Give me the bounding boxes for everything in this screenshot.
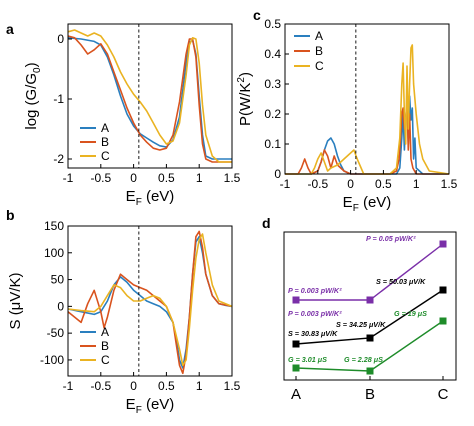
y-axis-label: P(W/K2): [236, 72, 254, 126]
y-tick-label: -1: [53, 92, 64, 106]
y-tick-label: 0: [57, 32, 64, 46]
panel-label-b: b: [6, 207, 15, 223]
panel-label-a: a: [6, 21, 14, 37]
data-label-G: G = 3.01 μS: [288, 355, 327, 364]
x-tick-label: 0.5: [375, 177, 392, 191]
x-tick-label: 1: [196, 171, 203, 185]
x-axis-label: EF (eV): [126, 396, 175, 416]
legend-label-A: A: [315, 29, 323, 43]
y-tick-label: 0.3: [264, 77, 281, 91]
series-B-line: [67, 230, 233, 375]
series-P-marker: [366, 296, 374, 304]
legend-label-C: C: [315, 59, 324, 73]
series-A-line: [285, 95, 449, 175]
x-tick-label: 0: [130, 379, 137, 393]
legend-label-B: B: [101, 135, 109, 149]
data-label-G: G = 2.28 μS: [344, 355, 383, 364]
panel-label-c: c: [253, 7, 261, 23]
series-S-marker: [292, 340, 300, 348]
x-tick-label: -0.5: [90, 379, 111, 393]
data-label-P: P = 0.003 pW/K²: [288, 309, 342, 318]
x-tick-label: -0.5: [90, 171, 111, 185]
data-label-P: P = 0.003 pW/K²: [288, 286, 342, 295]
plot-frame: [284, 23, 450, 175]
series-B-line: [67, 35, 232, 163]
x-tick-label: -0.5: [307, 177, 328, 191]
series-P-marker: [439, 240, 447, 248]
panel-a-chart: -1 -0.5 0 0.5 1 1.5 0 -1 -2 EF (eV) log (G/G0) ABC: [23, 23, 241, 208]
panel-c-chart: -1 -0.5 0 0.5 1 1.5 0 0.1 0.2 0.3 0.4 0.5 EF (eV) P(W…: [236, 17, 458, 214]
data-label-S: S = 34.25 μV/K: [336, 320, 386, 329]
x-tick-label: 1.5: [441, 177, 458, 191]
series-A-line: [67, 235, 233, 369]
x-tick-label: -1: [280, 177, 291, 191]
x-tick-label: 0.5: [158, 379, 175, 393]
y-tick-label: -2: [53, 152, 64, 166]
data-label-G: G = 19 μS: [394, 309, 427, 318]
y-tick-label: 0.5: [264, 17, 281, 31]
x-tick-label: A: [291, 386, 301, 403]
panel-d-chart: A B C P = 0.003 pW/K² P = 0.003 pW/K² P = 0.0…: [283, 231, 457, 403]
y-tick-label: 50: [51, 273, 65, 287]
legend-label-C: C: [101, 353, 110, 367]
y-tick-label: 0: [274, 167, 281, 181]
series-G-marker: [439, 317, 447, 325]
legend-label-B: B: [101, 339, 109, 353]
y-tick-label: 100: [44, 246, 64, 260]
plot-frame: [67, 225, 233, 377]
x-tick-label: 1: [413, 177, 420, 191]
series-C-line: [285, 44, 450, 175]
data-label-S: S = 30.83 μV/K: [288, 329, 338, 338]
x-tick-label: 0.5: [158, 171, 175, 185]
y-tick-label: 0.2: [264, 107, 281, 121]
legend-label-B: B: [315, 44, 323, 58]
data-label-P: P = 0.05 pW/K²: [366, 234, 416, 243]
x-tick-label: 0: [347, 177, 354, 191]
y-tick-label: -50: [47, 326, 65, 340]
legend-label-A: A: [101, 121, 109, 135]
x-axis-label: EF (eV): [126, 188, 175, 208]
series-G-marker: [366, 367, 374, 375]
x-tick-label: 1: [196, 379, 203, 393]
series-S-marker: [439, 286, 447, 294]
y-axis-label: log (G/G0): [23, 62, 43, 129]
y-axis-label: S (μV/K): [7, 273, 24, 330]
x-tick-label: 1.5: [224, 171, 241, 185]
x-tick-label: -1: [63, 171, 74, 185]
data-label-S: S = 50.03 μV/K: [376, 277, 426, 286]
panel-b-chart: -1 -0.5 0 0.5 1 1.5 150 100 50 0 -50 -100 EF (eV) S (…: [7, 219, 241, 416]
series-S-marker: [366, 334, 374, 342]
series-G-marker: [292, 364, 300, 372]
x-tick-label: C: [438, 386, 449, 403]
y-tick-label: 0.1: [264, 137, 281, 151]
x-axis-label: EF (eV): [343, 194, 392, 214]
y-tick-label: 0.4: [264, 47, 281, 61]
series-P-marker: [292, 296, 300, 304]
x-tick-label: 0: [130, 171, 137, 185]
y-tick-label: 150: [44, 219, 64, 233]
x-tick-label: 1.5: [224, 379, 241, 393]
series-C-line: [67, 233, 233, 367]
x-tick-label: -1: [63, 379, 74, 393]
y-tick-label: -100: [40, 353, 64, 367]
panel-label-d: d: [262, 215, 271, 231]
legend-label-C: C: [101, 149, 110, 163]
y-tick-label: 0: [57, 299, 64, 313]
plot-frame: [67, 23, 233, 169]
legend-label-A: A: [101, 325, 109, 339]
x-tick-label: B: [365, 386, 375, 403]
series-C-line: [67, 29, 232, 163]
